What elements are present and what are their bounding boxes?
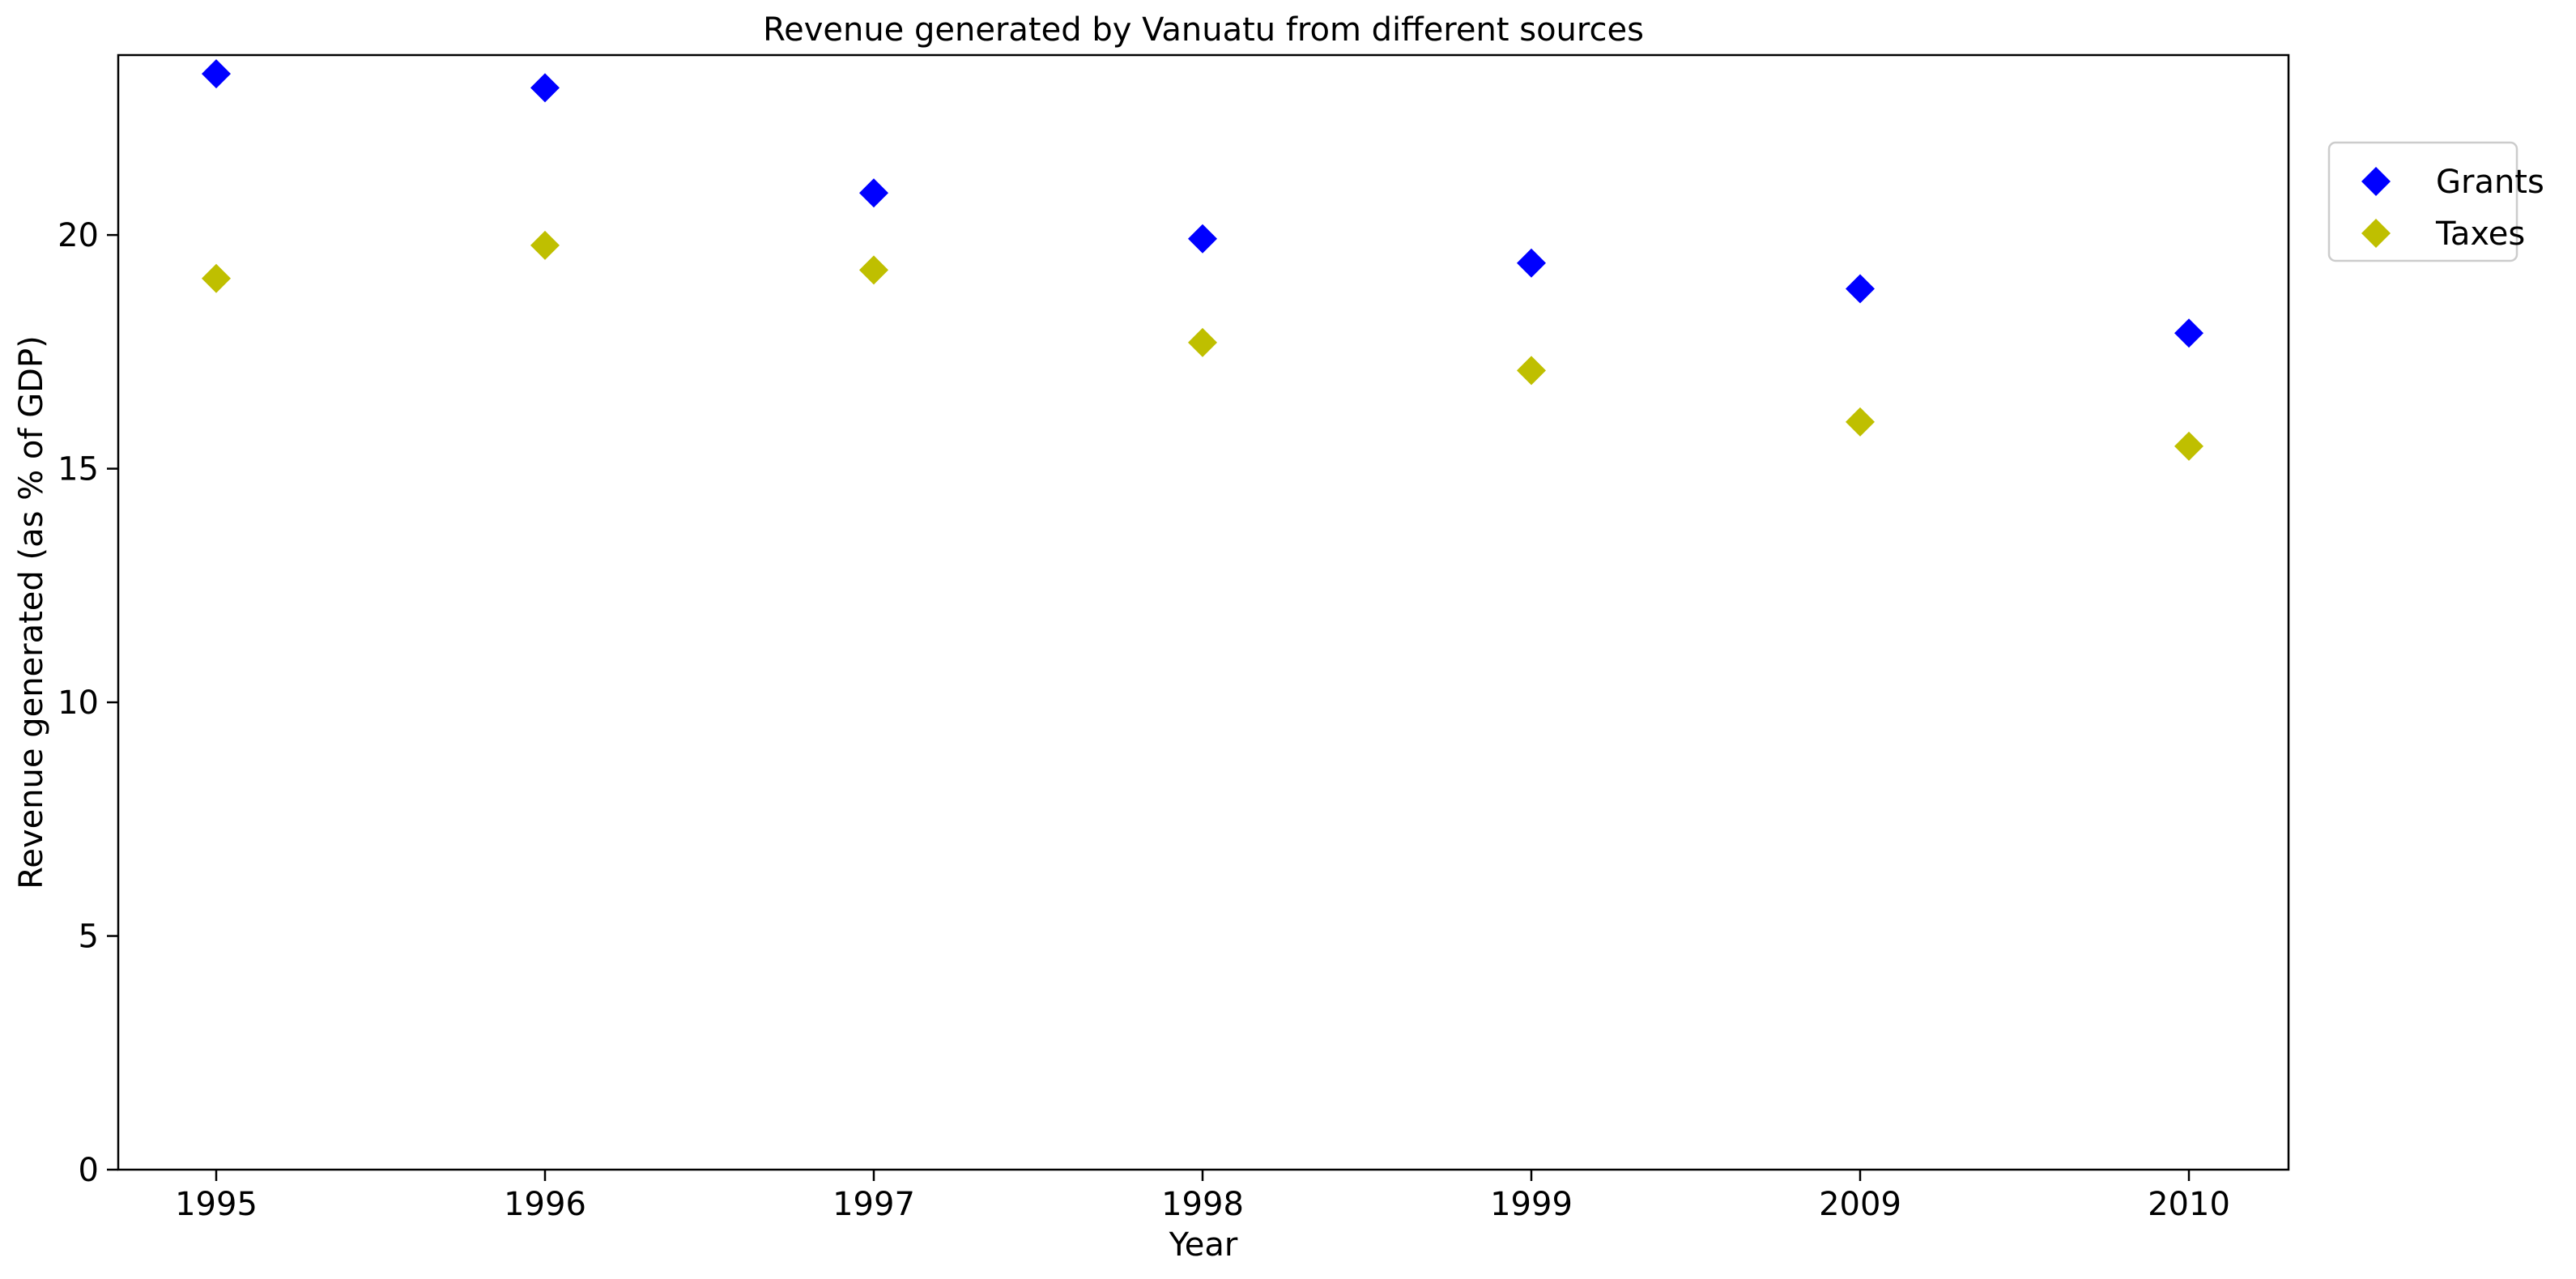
x-axis-label: Year bbox=[1169, 1226, 1238, 1264]
data-point-grants bbox=[530, 73, 560, 103]
data-point-grants bbox=[1846, 274, 1875, 304]
x-tick-label: 1999 bbox=[1490, 1186, 1573, 1223]
legend-marker-grants bbox=[2361, 167, 2391, 196]
data-point-taxes bbox=[1188, 327, 1217, 357]
data-point-grants bbox=[202, 59, 231, 89]
y-tick-label: 20 bbox=[57, 217, 99, 254]
data-point-grants bbox=[1517, 248, 1546, 278]
y-tick-label: 15 bbox=[57, 451, 99, 488]
data-markers bbox=[202, 59, 2203, 461]
data-point-grants bbox=[2174, 318, 2203, 348]
data-point-taxes bbox=[530, 230, 560, 260]
y-tick-label: 10 bbox=[57, 684, 99, 722]
data-point-taxes bbox=[1846, 407, 1875, 437]
y-tick-label: 5 bbox=[79, 919, 99, 956]
legend-marker-taxes bbox=[2361, 219, 2391, 248]
y-axis: 0 5 10 15 20 bbox=[57, 217, 118, 1189]
data-point-taxes bbox=[202, 263, 231, 293]
data-point-taxes bbox=[2174, 431, 2203, 461]
data-point-grants bbox=[1188, 224, 1217, 254]
x-tick-label: 2010 bbox=[2148, 1186, 2230, 1223]
series-grants bbox=[202, 59, 2203, 348]
y-tick-label: 0 bbox=[79, 1152, 99, 1189]
plot-area-frame bbox=[117, 53, 2290, 1171]
x-tick-label: 1997 bbox=[832, 1186, 915, 1223]
legend-label-grants: Grants bbox=[2436, 164, 2544, 201]
legend-label-taxes: Taxes bbox=[2435, 215, 2525, 253]
data-point-taxes bbox=[859, 255, 888, 285]
x-tick-label: 2009 bbox=[1819, 1186, 1901, 1223]
data-point-grants bbox=[859, 178, 888, 208]
y-axis-label: Revenue generated (as % of GDP) bbox=[13, 335, 50, 889]
chart-title: Revenue generated by Vanuatu from differ… bbox=[763, 11, 1644, 49]
x-tick-label: 1995 bbox=[175, 1186, 258, 1223]
x-axis: 1995 1996 1997 1998 1999 2009 2010 bbox=[175, 1170, 2230, 1223]
data-point-taxes bbox=[1517, 356, 1546, 386]
series-taxes bbox=[202, 230, 2203, 461]
x-tick-label: 1998 bbox=[1161, 1186, 1244, 1223]
legend: Grants Taxes bbox=[2327, 141, 2544, 262]
x-tick-label: 1996 bbox=[504, 1186, 586, 1223]
